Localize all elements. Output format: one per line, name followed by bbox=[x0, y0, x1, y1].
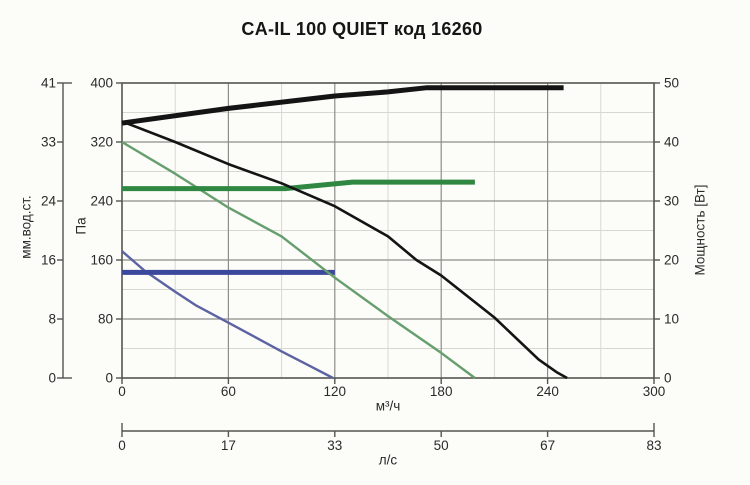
m3h-tick-label: 60 bbox=[220, 384, 236, 399]
mm-tick-label: 8 bbox=[48, 311, 56, 327]
pressure-speed-2-curve bbox=[121, 140, 476, 379]
mm-tick-label: 0 bbox=[48, 370, 56, 386]
m3h-tick-label: 180 bbox=[429, 384, 453, 399]
power-speed-2-curve bbox=[122, 179, 475, 192]
power-tick-label: 20 bbox=[664, 252, 680, 268]
m3h-tick-label: 240 bbox=[536, 384, 559, 399]
pressure-speed-3-curve bbox=[121, 120, 568, 380]
ls-tick-label: 17 bbox=[220, 438, 236, 453]
mm-tick-label: 41 bbox=[40, 75, 56, 91]
pa-tick-label: 400 bbox=[90, 75, 113, 91]
mm-axis-title: мм.вод.ст. bbox=[18, 195, 34, 259]
pa-tick-label: 80 bbox=[97, 311, 113, 327]
plot-frame bbox=[121, 82, 655, 379]
power-axis-title: Мощность [Вт] bbox=[692, 184, 708, 276]
m3h-tick-label: 0 bbox=[118, 384, 126, 399]
power-tick-label: 0 bbox=[664, 370, 672, 386]
mm-tick-label: 33 bbox=[40, 134, 56, 150]
power-tick-label: 40 bbox=[664, 134, 680, 150]
power-tick-label: 10 bbox=[664, 311, 680, 327]
chart-title: CA-IL 100 QUIET код 16260 bbox=[241, 19, 483, 39]
m3h-tick-label: 300 bbox=[642, 384, 666, 399]
pa-axis-title: Па bbox=[73, 217, 89, 235]
mm-tick-label: 16 bbox=[40, 252, 56, 268]
ls-tick-label: 0 bbox=[118, 438, 126, 453]
mm-tick-label: 24 bbox=[40, 193, 56, 209]
pa-tick-label: 320 bbox=[90, 134, 113, 150]
pa-tick-label: 0 bbox=[105, 370, 113, 386]
ls-tick-label: 33 bbox=[327, 438, 343, 453]
ls-tick-label: 50 bbox=[433, 438, 449, 453]
power-tick-label: 30 bbox=[664, 193, 680, 209]
ls-tick-label: 67 bbox=[540, 438, 556, 453]
power-tick-label: 50 bbox=[664, 75, 680, 91]
ls-axis-title: л/с bbox=[378, 452, 398, 468]
m3h-axis-title: м³/ч bbox=[375, 398, 401, 414]
m3h-tick-label: 120 bbox=[323, 384, 347, 399]
pa-tick-label: 160 bbox=[90, 252, 113, 268]
pa-tick-label: 240 bbox=[90, 193, 113, 209]
ls-tick-label: 83 bbox=[646, 438, 662, 453]
power-speed-3-curve bbox=[121, 85, 564, 126]
